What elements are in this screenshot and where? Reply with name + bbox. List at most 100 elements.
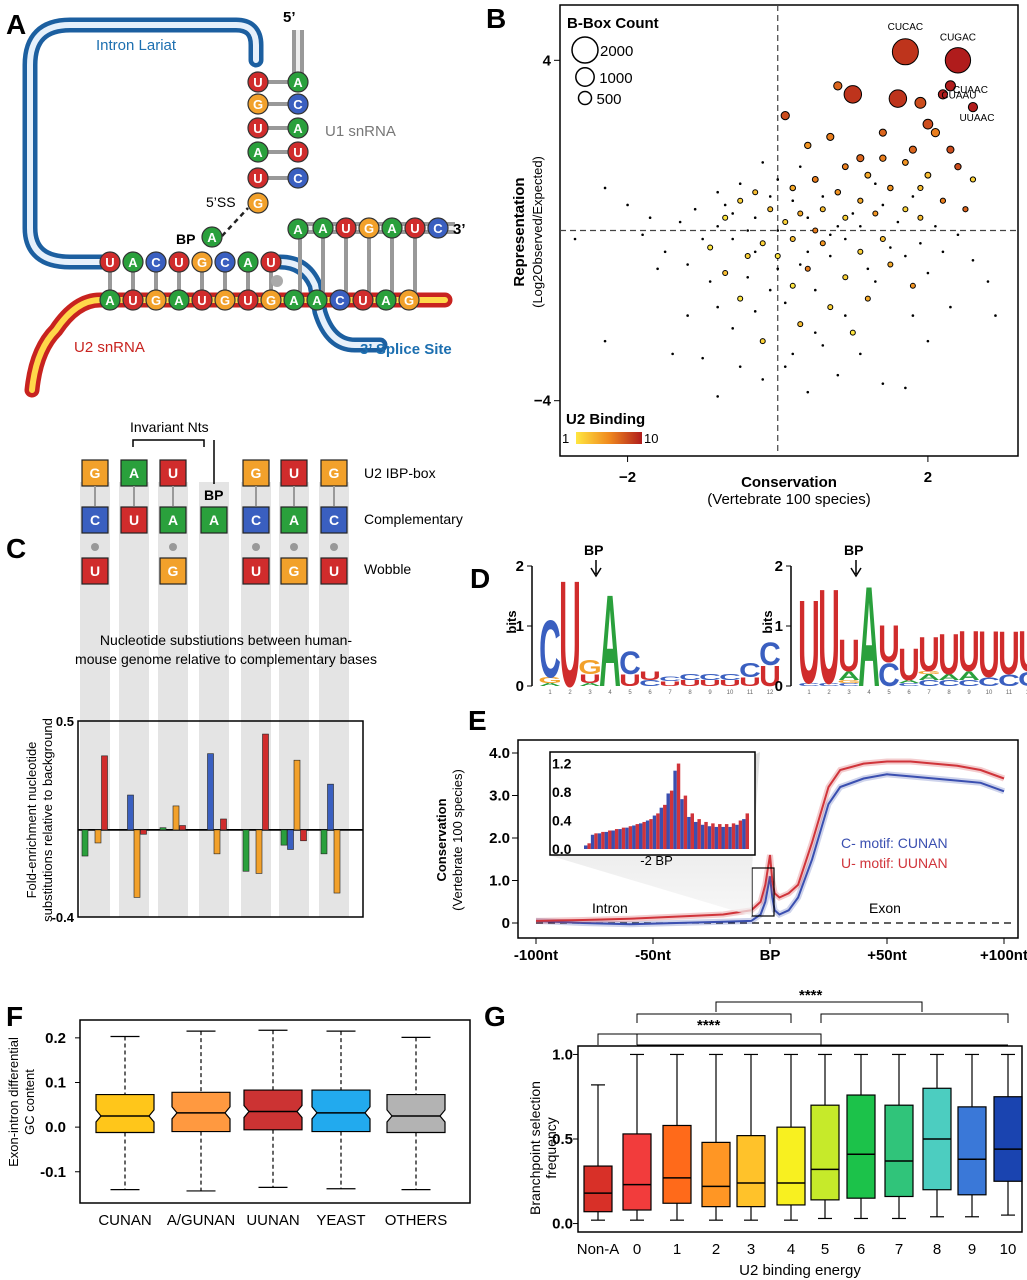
logo-position: 12	[767, 690, 774, 696]
logo-position: 1	[807, 690, 811, 696]
logo-position: 12	[1026, 690, 1027, 696]
scatter-point-small	[723, 203, 727, 207]
u2-nt: U	[122, 289, 144, 311]
svg-text:A: A	[293, 121, 303, 136]
bar-A	[81, 829, 89, 857]
logo-letter: A	[938, 673, 960, 682]
legend-size-circle	[571, 36, 599, 64]
inset-bar-red	[642, 821, 646, 849]
logo-letter: C	[639, 679, 661, 688]
scatter-point-small	[656, 267, 659, 271]
logo-letter: C	[719, 673, 741, 682]
box	[701, 1141, 731, 1208]
ibp-nt: G	[320, 459, 348, 487]
label-exon: Exon	[869, 900, 901, 916]
x-label-b-2: (Vertebrate 100 species)	[707, 491, 870, 508]
scatter-plot-b: −2 2 4 −4 Conservation(Vertebrate 100 specie…	[511, 5, 1018, 508]
label-three-prime: 3’	[453, 221, 466, 238]
wobble-nt: U	[320, 557, 348, 585]
svg-text:U: U	[168, 465, 178, 481]
logo-position: 11	[1006, 690, 1013, 696]
logo-tick-label: 0	[775, 678, 783, 695]
u2-nt: G	[260, 289, 282, 311]
scatter-point-small	[859, 224, 862, 228]
logo-position: 9	[967, 690, 971, 696]
u2-nt: G	[398, 289, 420, 311]
logo-letter: U	[958, 620, 980, 684]
y-tick-label-c: -0.4	[52, 910, 75, 925]
scatter-point-small	[851, 212, 855, 215]
point-label: CUGAC	[940, 32, 976, 43]
wobble-dot	[169, 543, 177, 551]
scatter-point-small	[603, 339, 607, 343]
u1-bottom-nt: A	[381, 217, 403, 239]
scatter-point-small	[708, 280, 712, 283]
inset-bar-red	[690, 813, 694, 849]
box	[662, 1124, 692, 1204]
logo-letter: C	[759, 636, 781, 672]
svg-text:U: U	[251, 563, 261, 579]
x-tick-label: UUNAN	[246, 1212, 299, 1229]
panel-letter-c: C	[6, 533, 26, 564]
logo-letter: U	[619, 672, 641, 690]
scatter-point-small	[791, 352, 795, 356]
inset-bar-blue	[694, 821, 698, 849]
logo-letter: U	[579, 672, 601, 686]
inset-bar-red	[587, 843, 591, 849]
inset-bar-blue	[742, 819, 746, 849]
scatter-point-small	[926, 339, 930, 343]
logo-letter: C	[798, 682, 820, 687]
inset-bar-red	[601, 831, 605, 849]
bar-U	[140, 829, 147, 835]
inset-bar-blue	[639, 823, 643, 849]
y-tick-label: 0.0	[552, 1216, 573, 1233]
svg-text:A: A	[293, 75, 303, 90]
scatter-point	[946, 145, 955, 154]
scatter-point-small	[806, 390, 810, 394]
u2-nt: U	[237, 289, 259, 311]
x-label-b: Conservation	[741, 474, 837, 491]
inset-bar-blue	[659, 807, 664, 849]
panel-f: F 0.2 0.1 0.0 -0.1 CUNAN A/GUNAN UUNAN YEAST OTH…	[6, 1001, 471, 1229]
scatter-point-small	[603, 186, 607, 190]
svg-text:U: U	[358, 293, 367, 308]
logo-position: 5	[628, 690, 632, 696]
scatter-point-small	[956, 233, 960, 237]
bar-A	[159, 827, 167, 831]
bar-C	[327, 783, 334, 831]
logo-position: 7	[668, 690, 672, 696]
inset-bar-blue	[728, 826, 732, 849]
box	[583, 1165, 613, 1213]
x-tick-label-e: -100nt	[514, 947, 558, 964]
scatter-point	[887, 261, 894, 268]
u1-bottom-nt: U	[404, 217, 426, 239]
scatter-point	[767, 206, 774, 213]
inset-x-label: -2 BP	[640, 853, 673, 868]
inset-bar-blue	[645, 820, 650, 849]
scatter-point	[937, 89, 949, 100]
scatter-point	[722, 214, 729, 221]
intron-lariat-tube	[22, 17, 264, 270]
inset-bar-blue	[707, 826, 712, 849]
u2-nt: A	[306, 289, 328, 311]
scatter-point-small	[821, 344, 825, 347]
inset-bar-red	[628, 826, 633, 849]
wobble-nt: G	[159, 557, 187, 585]
svg-text:U: U	[243, 293, 252, 308]
logo-letter: U	[818, 560, 840, 712]
u1-bottom-nt: U	[335, 217, 357, 239]
inset-bar-red	[649, 819, 653, 849]
scatter-point	[759, 338, 766, 345]
logo-position: 9	[708, 690, 712, 696]
logo-letter: U	[559, 550, 581, 719]
inset-bar-blue	[735, 824, 739, 849]
scatter-point	[842, 214, 849, 221]
u1-right-nt: U	[287, 141, 309, 163]
inset-bar-red	[738, 820, 743, 849]
scatter-point	[827, 304, 834, 311]
inset-bar-red	[745, 813, 749, 849]
inset-bar-blue	[700, 824, 705, 849]
inset-bar-red	[635, 824, 639, 849]
logo-position: 1	[548, 690, 552, 696]
